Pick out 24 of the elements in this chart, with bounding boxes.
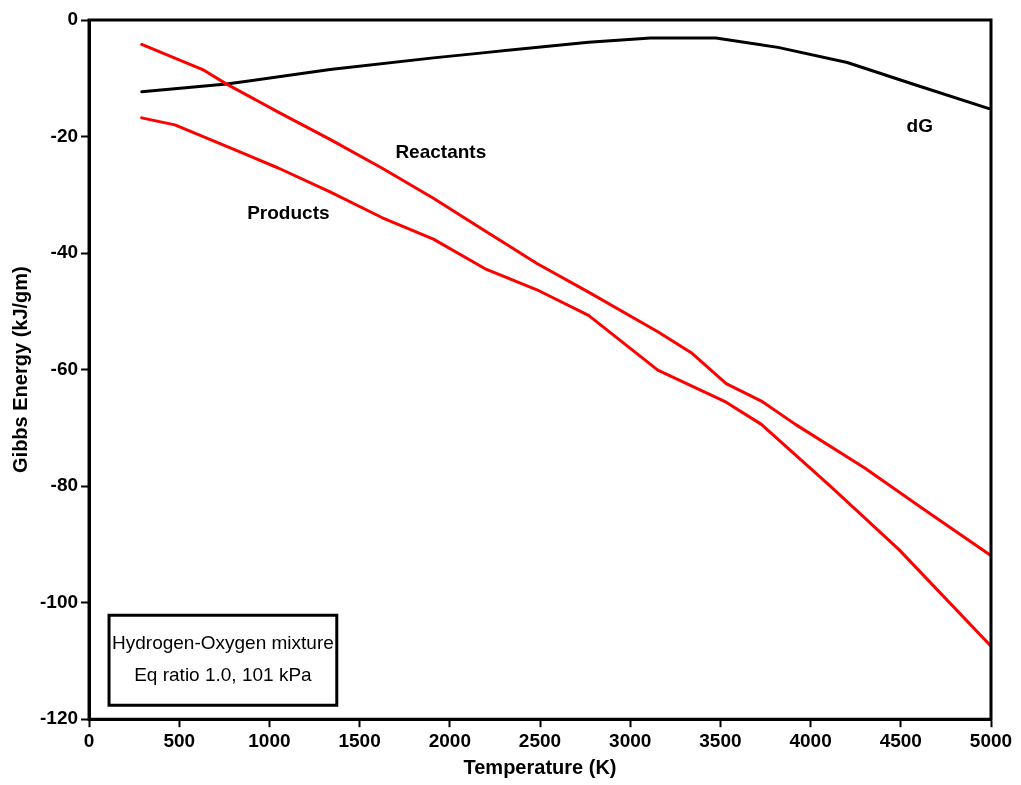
x-tick-label: 4000 xyxy=(789,729,832,751)
y-tick-label: 0 xyxy=(67,8,79,30)
series-label: dG xyxy=(906,115,933,137)
x-axis-title: Temperature (K) xyxy=(463,755,617,778)
x-tick-label: 5000 xyxy=(969,729,1013,751)
x-tick-label: 1000 xyxy=(248,729,291,751)
y-tick-label: -60 xyxy=(50,357,79,379)
y-tick-label: -100 xyxy=(40,590,79,612)
y-tick-label: -80 xyxy=(50,474,79,496)
y-tick-label: -40 xyxy=(50,241,79,263)
x-tick-label: 1500 xyxy=(338,729,381,751)
series-label: Reactants xyxy=(395,141,487,163)
x-tick-label: 2500 xyxy=(518,729,562,751)
series-label: Products xyxy=(247,201,330,223)
x-tick-label: 3000 xyxy=(609,729,652,751)
x-tick-label: 2000 xyxy=(428,729,471,751)
x-tick-label: 4500 xyxy=(879,729,922,751)
annotation: Hydrogen-Oxygen mixture Eq ratio 1.0, 101 kPa xyxy=(112,632,334,686)
x-tick-label: 3500 xyxy=(699,729,742,751)
x-tick-label: 0 xyxy=(83,729,95,751)
y-tick-label: -120 xyxy=(40,707,79,729)
y-axis-title: Gibbs Energy (kJ/gm) xyxy=(8,266,31,473)
y-tick-label: -20 xyxy=(50,124,79,146)
x-tick-label: 500 xyxy=(163,729,196,751)
